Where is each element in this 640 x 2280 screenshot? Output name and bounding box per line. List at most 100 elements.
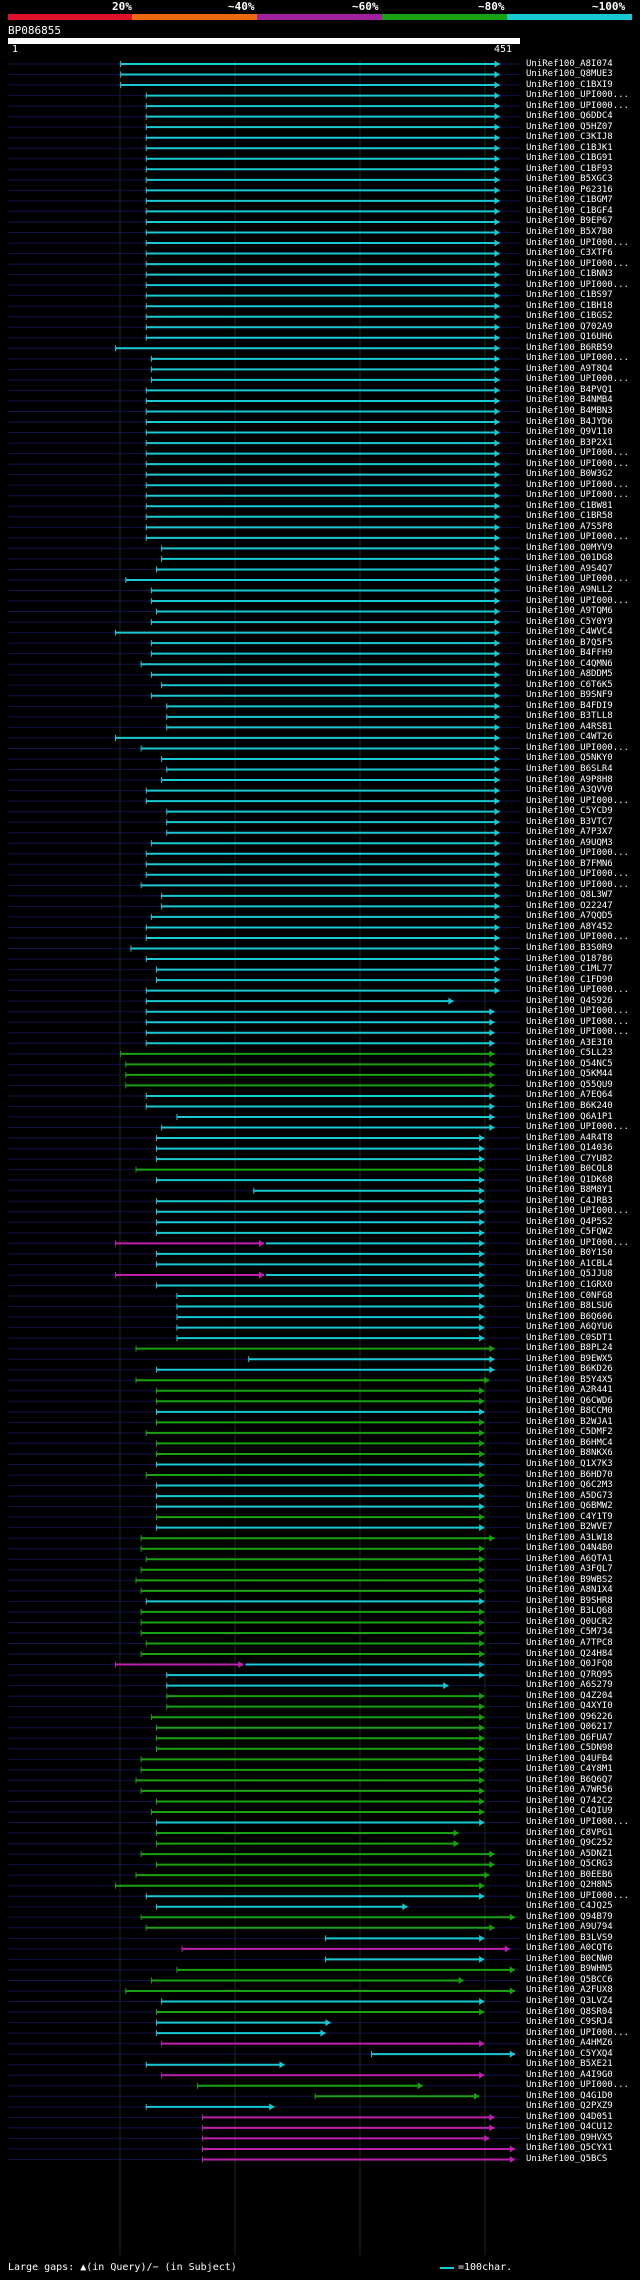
hit-label[interactable]: UniRef100_UPI000... [526, 353, 629, 364]
hit-label[interactable]: UniRef100_Q96226 [526, 1711, 613, 1722]
hit-label[interactable]: UniRef100_UPI000... [526, 2080, 629, 2091]
hit-label[interactable]: UniRef100_UPI000... [526, 985, 629, 996]
hit-label[interactable]: UniRef100_Q0UCR2 [526, 1616, 613, 1627]
hit-label[interactable]: UniRef100_Q742C2 [526, 1795, 613, 1806]
hit-label[interactable]: UniRef100_A2R441 [526, 1385, 613, 1396]
hit-label[interactable]: UniRef100_Q4XYI0 [526, 1701, 613, 1712]
hit-label[interactable]: UniRef100_A3E3I0 [526, 1037, 613, 1048]
hit-label[interactable]: UniRef100_C1BGS2 [526, 311, 613, 322]
hit-label[interactable]: UniRef100_C1BNN3 [526, 269, 613, 280]
hit-label[interactable]: UniRef100_C5FQW2 [526, 1227, 613, 1238]
hit-label[interactable]: UniRef100_UPI000... [526, 2027, 629, 2038]
hit-label[interactable]: UniRef100_B7FMN6 [526, 858, 613, 869]
hit-label[interactable]: UniRef100_C4WT26 [526, 732, 613, 743]
hit-label[interactable]: UniRef100_C4QIU9 [526, 1806, 613, 1817]
hit-label[interactable]: UniRef100_C5LL23 [526, 1048, 613, 1059]
hit-label[interactable]: UniRef100_C4Y8M1 [526, 1764, 613, 1775]
hit-label[interactable]: UniRef100_A9T8Q4 [526, 363, 613, 374]
hit-label[interactable]: UniRef100_Q5CRG3 [526, 1859, 613, 1870]
hit-label[interactable]: UniRef100_UPI000... [526, 1206, 629, 1217]
hit-label[interactable]: UniRef100_C4JRB3 [526, 1195, 613, 1206]
hit-label[interactable]: UniRef100_UPI000... [526, 574, 629, 585]
hit-label[interactable]: UniRef100_UPI000... [526, 932, 629, 943]
hit-label[interactable]: UniRef100_A4I9G0 [526, 2069, 613, 2080]
hit-label[interactable]: UniRef100_UPI000... [526, 1817, 629, 1827]
hit-label[interactable]: UniRef100_UPI000... [526, 237, 629, 248]
hit-label[interactable]: UniRef100_Q6A1P1 [526, 1111, 613, 1122]
hit-label[interactable]: UniRef100_Q16UH6 [526, 332, 613, 343]
hit-label[interactable]: UniRef100_A3QVV0 [526, 785, 613, 796]
hit-label[interactable]: UniRef100_B8PL24 [526, 1343, 613, 1354]
hit-label[interactable]: UniRef100_Q1X7K3 [526, 1458, 613, 1469]
hit-label[interactable]: UniRef100_C9SRJ4 [526, 2017, 613, 2028]
hit-label[interactable]: UniRef100_B6HMC4 [526, 1437, 613, 1448]
hit-label[interactable]: UniRef100_UPI000... [526, 1016, 629, 1027]
hit-label[interactable]: UniRef100_C3KIJ8 [526, 132, 613, 143]
hit-label[interactable]: UniRef100_C5YXQ4 [526, 2048, 613, 2059]
hit-label[interactable]: UniRef100_Q5JJU8 [526, 1269, 613, 1280]
hit-label[interactable]: UniRef100_C1BH18 [526, 300, 613, 311]
hit-label[interactable]: UniRef100_C1BGF4 [526, 205, 613, 216]
hit-label[interactable]: UniRef100_B6SLR4 [526, 764, 613, 774]
hit-label[interactable]: UniRef100_A7P3X7 [526, 827, 613, 838]
hit-label[interactable]: UniRef100_A4R4T8 [526, 1132, 613, 1143]
hit-label[interactable]: UniRef100_A9U794 [526, 1922, 613, 1933]
hit-label[interactable]: UniRef100_Q6C2M3 [526, 1480, 613, 1491]
hit-label[interactable]: UniRef100_P62316 [526, 184, 613, 195]
hit-label[interactable]: UniRef100_B3S0R9 [526, 943, 613, 954]
hit-label[interactable]: UniRef100_Q4CU12 [526, 2122, 613, 2133]
hit-label[interactable]: UniRef100_B0CNW0 [526, 1953, 613, 1964]
hit-label[interactable]: UniRef100_UPI000... [526, 595, 629, 606]
hit-label[interactable]: UniRef100_B5XGC3 [526, 174, 613, 185]
hit-label[interactable]: UniRef100_A3LW18 [526, 1532, 613, 1543]
hit-label[interactable]: UniRef100_Q0MYV9 [526, 542, 613, 553]
hit-label[interactable]: UniRef100_Q4N4B0 [526, 1543, 613, 1554]
hit-label[interactable]: UniRef100_O22247 [526, 900, 613, 911]
hit-label[interactable]: UniRef100_A9P8H8 [526, 774, 613, 785]
hit-label[interactable]: UniRef100_Q6BMW2 [526, 1501, 613, 1512]
hit-label[interactable]: UniRef100_Q55QU9 [526, 1079, 613, 1090]
hit-label[interactable]: UniRef100_Q4S926 [526, 995, 613, 1006]
hit-label[interactable]: UniRef100_C1BW81 [526, 500, 613, 511]
hit-label[interactable]: UniRef100_A7TPC8 [526, 1638, 613, 1648]
hit-label[interactable]: UniRef100_Q8L3W7 [526, 890, 613, 901]
hit-label[interactable]: UniRef100_A8I074 [526, 58, 613, 69]
hit-label[interactable]: UniRef100_Q3LVZ4 [526, 1996, 613, 2007]
hit-label[interactable]: UniRef100_UPI000... [526, 90, 629, 101]
hit-label[interactable]: UniRef100_B9SHR8 [526, 1595, 613, 1606]
hit-label[interactable]: UniRef100_B7Q5F5 [526, 637, 613, 648]
hit-label[interactable]: UniRef100_Q6DDC4 [526, 111, 613, 122]
hit-label[interactable]: UniRef100_A9S4Q7 [526, 563, 613, 574]
hit-label[interactable]: UniRef100_B6RB59 [526, 342, 613, 353]
hit-label[interactable]: UniRef100_B0CQL8 [526, 1164, 613, 1175]
hit-label[interactable]: UniRef100_UPI000... [526, 458, 629, 469]
hit-label[interactable]: UniRef100_Q9C252 [526, 1838, 613, 1849]
hit-label[interactable]: UniRef100_C1BF93 [526, 163, 613, 174]
hit-label[interactable]: UniRef100_Q94B79 [526, 1911, 613, 1922]
hit-label[interactable]: UniRef100_C1BJK1 [526, 142, 613, 153]
hit-label[interactable]: UniRef100_B9WBS2 [526, 1574, 613, 1585]
hit-label[interactable]: UniRef100_B3LVS9 [526, 1932, 613, 1943]
hit-label[interactable]: UniRef100_A7QQD5 [526, 911, 613, 922]
hit-label[interactable]: UniRef100_Q5NKY0 [526, 753, 613, 764]
hit-label[interactable]: UniRef100_UPI000... [526, 1027, 629, 1038]
hit-label[interactable]: UniRef100_Q9HVX5 [526, 2132, 613, 2143]
hit-label[interactable]: UniRef100_B0EEB6 [526, 1869, 613, 1880]
hit-label[interactable]: UniRef100_Q1DK68 [526, 1174, 613, 1185]
hit-label[interactable]: UniRef100_A7EQ64 [526, 1090, 613, 1101]
hit-label[interactable]: UniRef100_Q01DG8 [526, 553, 613, 564]
hit-label[interactable]: UniRef100_B4FFH9 [526, 648, 613, 659]
hit-label[interactable]: UniRef100_A5DNZ1 [526, 1848, 613, 1859]
hit-label[interactable]: UniRef100_B4JYD6 [526, 416, 613, 427]
hit-label[interactable]: UniRef100_A9UQM3 [526, 837, 613, 848]
hit-label[interactable]: UniRef100_B6KD26 [526, 1364, 613, 1375]
hit-label[interactable]: UniRef100_A5DG73 [526, 1490, 613, 1501]
hit-label[interactable]: UniRef100_C1BG91 [526, 153, 613, 164]
hit-label[interactable]: UniRef100_Q4Z204 [526, 1690, 613, 1701]
hit-label[interactable]: UniRef100_C1GRX0 [526, 1279, 613, 1290]
hit-label[interactable]: UniRef100_Q2PXZ9 [526, 2101, 613, 2112]
hit-label[interactable]: UniRef100_B3LQ68 [526, 1606, 613, 1617]
hit-label[interactable]: UniRef100_C5Y0Y9 [526, 616, 613, 627]
hit-label[interactable]: UniRef100_A9NLL2 [526, 585, 613, 595]
hit-label[interactable]: UniRef100_Q9V110 [526, 427, 613, 438]
